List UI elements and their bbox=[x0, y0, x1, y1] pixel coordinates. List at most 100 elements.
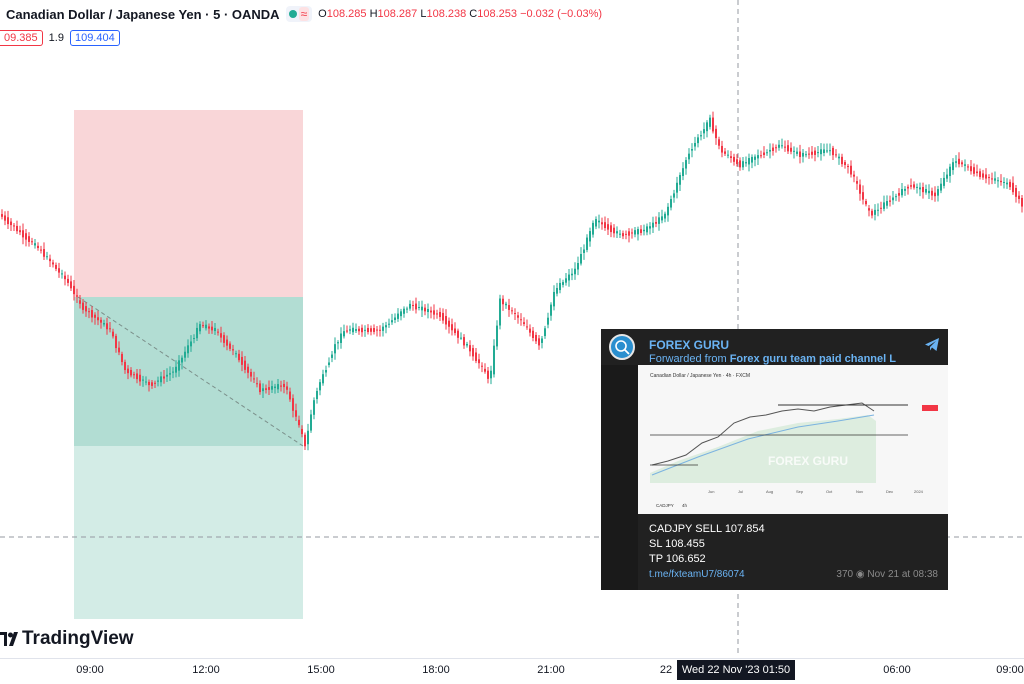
sell-button[interactable]: 09.385 bbox=[0, 30, 43, 46]
candle-body bbox=[940, 183, 942, 191]
candle-body bbox=[538, 338, 540, 346]
candle-body bbox=[760, 155, 762, 157]
candle-body bbox=[484, 368, 486, 372]
candle-body bbox=[586, 237, 588, 250]
market-status-badge[interactable]: ≈ bbox=[285, 6, 313, 22]
candle-body bbox=[28, 236, 30, 242]
candle-body bbox=[259, 383, 261, 393]
candle-body bbox=[640, 229, 642, 233]
channel-avatar[interactable] bbox=[609, 334, 635, 360]
candle-body bbox=[772, 147, 774, 151]
candle-body bbox=[406, 308, 408, 310]
candle-body bbox=[922, 187, 924, 193]
message-link[interactable]: t.me/fxteamU7/86074 bbox=[649, 569, 745, 580]
forwarded-from[interactable]: Forwarded from Forex guru team paid chan… bbox=[649, 353, 896, 365]
candle-body bbox=[271, 386, 273, 390]
candle-body bbox=[367, 327, 369, 333]
trade-path-line bbox=[77, 296, 304, 447]
candle-body bbox=[520, 319, 522, 321]
candle-body bbox=[748, 158, 750, 165]
chat-background bbox=[601, 365, 638, 590]
candle-body bbox=[976, 171, 978, 174]
candle-body bbox=[241, 356, 243, 365]
candle-body bbox=[937, 189, 939, 196]
candle-body bbox=[532, 330, 534, 339]
stop-loss-zone[interactable] bbox=[74, 110, 303, 297]
candle-body bbox=[343, 331, 345, 337]
candle-body bbox=[145, 381, 147, 383]
candle-body bbox=[781, 145, 783, 147]
candle-body bbox=[817, 152, 819, 154]
candle-body bbox=[223, 335, 225, 343]
price-chart[interactable] bbox=[0, 0, 1024, 655]
telegram-post-overlay[interactable]: FOREX GURU Forwarded from Forex guru tea… bbox=[601, 329, 948, 590]
candle-body bbox=[487, 370, 489, 379]
candle-body bbox=[226, 339, 228, 346]
candle-body bbox=[745, 162, 747, 164]
candle-body bbox=[190, 341, 192, 347]
candle-body bbox=[49, 258, 51, 262]
buy-button[interactable]: 109.404 bbox=[69, 30, 120, 46]
candle-body bbox=[496, 325, 498, 347]
candle-body bbox=[76, 295, 78, 297]
candle-body bbox=[79, 300, 81, 304]
candle-body bbox=[52, 262, 54, 265]
symbol-title[interactable]: Canadian Dollar / Japanese Yen · 5 · OAN… bbox=[6, 6, 280, 22]
candle-body bbox=[73, 285, 75, 295]
candle-body bbox=[1018, 195, 1020, 199]
svg-text:Aug: Aug bbox=[766, 489, 773, 494]
candle-body bbox=[469, 345, 471, 352]
candle-body bbox=[964, 164, 966, 166]
profit-zone[interactable] bbox=[74, 297, 303, 446]
candle-body bbox=[757, 155, 759, 159]
candle-body bbox=[124, 361, 126, 371]
candle-body bbox=[292, 398, 294, 411]
waves-icon: ≈ bbox=[298, 7, 310, 21]
tradingview-logo[interactable]: TradingView bbox=[0, 628, 134, 650]
svg-text:Nov: Nov bbox=[856, 489, 863, 494]
candle-body bbox=[187, 345, 189, 354]
candle-body bbox=[100, 319, 102, 323]
candle-body bbox=[739, 160, 741, 168]
time-axis[interactable]: 09:00 12:00 15:00 18:00 21:00 22 06:00 0… bbox=[0, 658, 1024, 684]
candle-body bbox=[382, 326, 384, 331]
candle-body bbox=[70, 281, 72, 289]
telegram-icon[interactable] bbox=[924, 337, 940, 353]
candle-body bbox=[421, 306, 423, 311]
market-open-dot-icon bbox=[288, 10, 297, 18]
candle-body bbox=[352, 327, 354, 333]
candle-body bbox=[112, 331, 114, 337]
candle-body bbox=[736, 159, 738, 164]
candle-body bbox=[418, 306, 420, 309]
price-change: −0.032 (−0.03%) bbox=[520, 8, 603, 20]
svg-text:CADJPY: CADJPY bbox=[656, 503, 674, 508]
candle-body bbox=[637, 229, 639, 235]
candle-body bbox=[763, 152, 765, 155]
candle-body bbox=[193, 338, 195, 340]
embedded-chart: Canadian Dollar / Japanese Yen · 4h · FX… bbox=[638, 365, 948, 514]
channel-name[interactable]: FOREX GURU bbox=[649, 338, 730, 352]
dollar-search-icon bbox=[615, 340, 630, 355]
candle-body bbox=[634, 230, 636, 235]
tradingview-logo-icon bbox=[0, 632, 18, 646]
candle-body bbox=[133, 374, 135, 376]
candle-body bbox=[901, 188, 903, 196]
candle-body bbox=[316, 390, 318, 400]
forwarded-chart-image[interactable]: Canadian Dollar / Japanese Yen · 4h · FX… bbox=[638, 365, 948, 514]
candle-body bbox=[862, 192, 864, 200]
candle-body bbox=[658, 217, 660, 224]
candle-body bbox=[679, 175, 681, 185]
candle-body bbox=[244, 360, 246, 370]
candle-body bbox=[1006, 182, 1008, 185]
candle-body bbox=[475, 352, 477, 362]
candle-body bbox=[952, 162, 954, 171]
target-zone[interactable] bbox=[74, 446, 303, 619]
candle-body bbox=[247, 366, 249, 373]
candle-body bbox=[880, 207, 882, 209]
candle-body bbox=[115, 335, 117, 349]
trade-buttons: 09.385 1.9 109.404 bbox=[0, 30, 120, 46]
candle-body bbox=[43, 249, 45, 257]
candle-body bbox=[700, 135, 702, 137]
candle-body bbox=[688, 153, 690, 160]
candle-body bbox=[13, 225, 15, 227]
